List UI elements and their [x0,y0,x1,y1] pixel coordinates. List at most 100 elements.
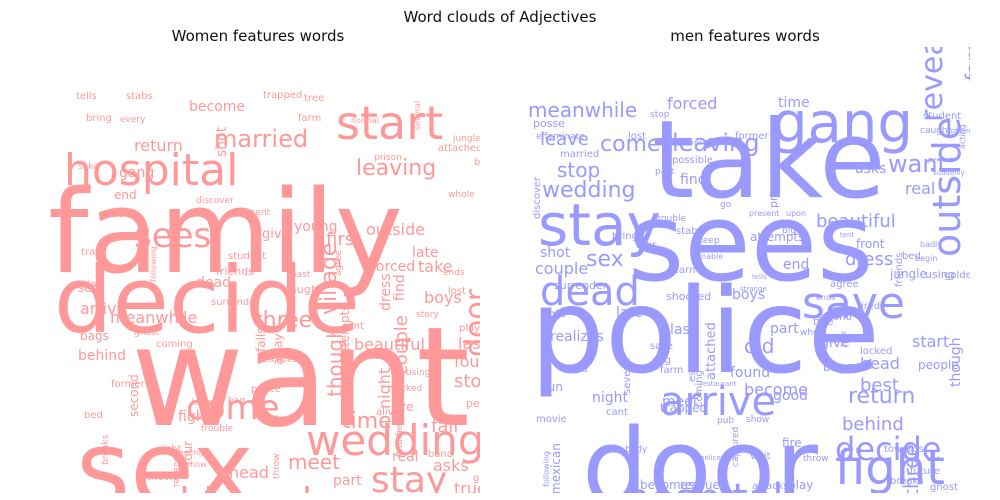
men-word-escapes: escapes [687,341,698,382]
men-word-leaving: leaving [672,129,759,157]
women-word-olddrunk: olddrunk [156,480,324,493]
women-word-time: time [342,409,392,434]
women-word-farm: farm [298,113,321,124]
women-word-sex: sex [76,408,254,493]
women-word-becomes: becomes [395,395,405,436]
men-word-ends: ends [816,293,835,302]
men-word-friends: friends [894,253,905,287]
women-word-escapes: escapes [261,355,298,365]
men-word-door: door [582,406,818,493]
men-word-sees: sees [628,181,873,306]
women-word-behind: behind [78,348,126,364]
men-word-whole: whole [800,328,827,338]
men-word-end: end [783,257,809,273]
men-word-pub: pub [717,416,734,426]
women-word-breaks: breaks [101,435,111,465]
men-word-body: body [625,445,648,455]
men-word-discover: discover [532,176,543,219]
women-word-meanwhile: meanwhile [110,308,197,327]
women-word-dog: dog [84,279,103,290]
women-word-hospital: hospital [64,145,238,196]
women-word-find: find [392,274,408,301]
men-word-found: found [730,365,770,381]
men-word-keep: keep [698,236,720,246]
men-word-dead: dead [540,269,640,315]
women-word-forced: forced [371,259,415,275]
women-word-sake: sake [78,162,99,172]
women-word-following: following [149,246,158,282]
women-word-though: though [323,326,347,397]
men-word-farm: farm [660,365,683,376]
men-word-trapped: trapped [660,401,707,415]
women-word-late: late [412,245,439,261]
women-word-fight: fight [178,409,211,425]
women-word-decide: decide [54,247,360,354]
men-word-coming: coming [694,370,705,407]
men-word-badly: badly [920,240,942,249]
men-word-fight: fight [835,440,945,493]
men-word-realizes: realizes [550,329,604,345]
women-word-first: first [326,229,361,250]
men-word-three: three [899,444,923,493]
men-word-beautiful: beautiful [816,211,896,232]
men-word-outside: outside [925,117,969,257]
men-word-become: become [744,380,808,399]
men-word-cloud: police sees take door gang stay save fight arriv… [520,47,970,493]
men-word-shocked: shocked [666,290,711,303]
men-word-policeman: policeman [700,454,736,462]
women-word-discover: discover [196,196,234,206]
men-word-forced: forced [667,94,717,113]
men-word-return: return [848,384,915,409]
women-word-set: set [78,281,97,295]
women-word-become: become [189,99,245,115]
men-word-married: married [560,149,599,160]
men-word-cant: cant [606,407,628,418]
men-word-start: start [912,332,949,351]
men-word-unable: unable [696,252,723,261]
women-word-every: every [120,115,146,125]
men-word-part: part [770,321,799,337]
men-word-becomes: becomes [640,478,694,492]
men-word-bring: bring [612,231,638,242]
women-word-last: last [458,334,480,353]
men-word-gang: gang [772,91,913,156]
men-word-hospital: hospital [625,476,783,493]
men-word-golden: golden [944,270,970,281]
women-word-fall: fall [431,416,458,437]
women-word-play: play [459,323,480,334]
women-word-asks: asks [433,456,469,475]
men-word-give: give [820,335,850,351]
men-word-band: band [565,365,588,375]
women-word-bed: bed [84,410,103,421]
men-word-asks: asks [855,161,886,177]
women-word-part: part [333,473,362,489]
women-word-second: second [127,374,141,417]
men-word-prison: prison [767,174,780,208]
men-word-play: play [788,478,813,492]
men-word-movie: movie [536,414,567,425]
women-word-want: want [131,297,470,458]
women-word-shot: shot [214,126,230,157]
men-word-tree: tree [839,331,848,347]
women-word-whole: whole [448,190,475,200]
men-word-good: good [773,388,808,404]
women-word-dress: dress [378,273,394,311]
men-word-learn: learn [670,265,695,276]
men-word-towards: towards [884,444,924,455]
men-word-night: night [592,390,629,406]
women-word-head: head [229,463,269,482]
men-word-decide: decide [835,430,941,468]
men-word-tired: tired [857,301,880,312]
men-word-stop: stop [557,158,600,182]
men-word-right: right [542,309,566,320]
men-word-cover: cover [680,138,703,147]
women-word-revealed: revealed [471,47,480,107]
women-word-student: student [228,251,266,262]
men-word-breaks: breaks [890,476,924,487]
men-word-old: old [744,334,775,358]
men-word-leave: leave [540,129,589,150]
figure-title: Word clouds of Adjectives [403,8,597,26]
men-word-revealed: revealed [915,47,950,122]
men-word-sex: sex [586,247,624,272]
